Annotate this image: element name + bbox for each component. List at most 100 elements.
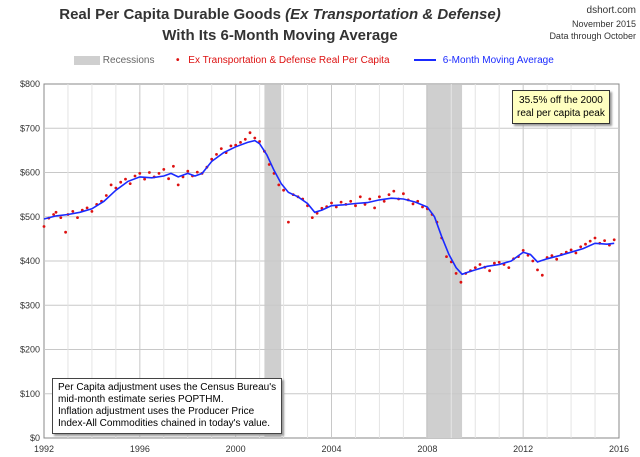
y-tick-label: $600: [20, 168, 40, 178]
data-point: [229, 144, 233, 148]
note-line: Inflation adjustment uses the Producer P…: [58, 406, 255, 417]
y-tick-label: $100: [20, 389, 40, 399]
data-point: [334, 205, 338, 209]
data-point: [497, 260, 501, 264]
data-point: [239, 141, 242, 144]
data-point: [550, 254, 554, 258]
source-date: November 2015: [571, 19, 636, 29]
x-tick-label: 1996: [130, 444, 150, 454]
y-tick-label: $400: [20, 256, 40, 266]
legend-dot-marker: •: [176, 55, 180, 66]
data-point: [85, 206, 89, 210]
data-point: [540, 273, 544, 277]
data-point: [90, 210, 94, 213]
data-point: [349, 199, 353, 203]
data-point: [277, 183, 281, 187]
note-line: Per Capita adjustment uses the Census Bu…: [58, 382, 277, 393]
data-point: [219, 147, 223, 151]
data-point: [54, 210, 58, 214]
data-point: [104, 194, 108, 197]
y-tick-label: $300: [20, 300, 40, 310]
data-point: [358, 195, 362, 199]
peak-annotation: 35.5% off the 2000 real per capita peak: [512, 90, 610, 124]
data-point: [459, 280, 463, 284]
data-point: [478, 263, 482, 266]
data-point: [138, 172, 142, 175]
legend-dots: • Ex Transportation & Defense Real Per C…: [176, 55, 390, 66]
data-point: [59, 216, 63, 220]
data-point: [521, 249, 525, 252]
y-tick-label: $700: [20, 123, 40, 133]
data-point: [555, 257, 559, 261]
data-point: [382, 199, 386, 203]
data-point: [603, 239, 606, 243]
data-point: [411, 202, 415, 206]
data-point: [579, 245, 583, 249]
y-tick-label: $500: [20, 212, 40, 222]
note-line: mid-month estimate series POPTHM.: [58, 394, 224, 405]
data-point: [574, 251, 578, 255]
data-point: [354, 204, 357, 208]
data-point: [454, 272, 458, 275]
data-point: [258, 140, 261, 143]
data-point: [473, 266, 477, 269]
data-point: [378, 195, 381, 199]
title-main: Real Per Capita Durable Goods: [59, 6, 281, 23]
data-point: [387, 193, 391, 197]
data-point: [310, 216, 314, 220]
annotation-line1: 35.5% off the 2000: [519, 95, 603, 106]
data-point: [71, 210, 75, 213]
data-point: [588, 239, 592, 243]
x-axis-ticks: 1992 1996 2000 2004 2008 2012 2016: [34, 444, 629, 454]
chart-title-line1: Real Per Capita Durable Goods (Ex Transp…: [0, 6, 560, 23]
data-point: [195, 170, 199, 174]
source-through: Data through October: [549, 31, 636, 41]
data-point: [330, 201, 333, 205]
data-point: [76, 216, 79, 220]
data-point: [52, 213, 55, 216]
legend-line-swatch: [414, 59, 436, 62]
note-line: Index-All Commodities chained in today's…: [58, 418, 271, 429]
data-point: [248, 131, 252, 135]
data-point: [584, 242, 587, 246]
data-point: [267, 163, 271, 166]
data-point: [488, 269, 491, 273]
data-point: [186, 169, 190, 173]
data-point: [339, 200, 343, 204]
data-point: [282, 188, 285, 192]
data-point: [593, 236, 597, 240]
data-point: [42, 225, 46, 228]
data-point: [373, 206, 376, 210]
x-tick-label: 1992: [34, 444, 54, 454]
data-point: [133, 174, 137, 178]
data-point: [421, 205, 424, 209]
data-point: [148, 171, 151, 174]
legend-recessions: Recessions: [74, 55, 154, 66]
data-point: [128, 182, 132, 186]
data-point: [143, 177, 147, 181]
x-tick-label: 2008: [417, 444, 437, 454]
data-point: [172, 164, 175, 168]
y-tick-label: $800: [20, 79, 40, 89]
data-point: [402, 192, 405, 196]
data-point: [162, 168, 166, 171]
data-point: [243, 137, 247, 141]
legend-line: 6-Month Moving Average: [414, 55, 554, 66]
data-point: [368, 197, 372, 201]
y-tick-label: $0: [30, 433, 40, 443]
data-point: [493, 261, 496, 265]
data-point: [167, 177, 171, 181]
data-point: [119, 180, 123, 184]
legend-recession-label: Recessions: [102, 55, 155, 66]
x-tick-label: 2016: [609, 444, 629, 454]
data-point: [536, 268, 539, 272]
data-point: [64, 230, 67, 234]
data-point: [176, 183, 180, 187]
legend-recession-swatch: [74, 55, 100, 65]
legend-line-label: 6-Month Moving Average: [442, 55, 554, 66]
source-site: dshort.com: [586, 5, 636, 16]
data-point: [569, 248, 573, 252]
data-point: [253, 136, 257, 140]
data-point: [157, 172, 161, 175]
data-point: [612, 238, 616, 242]
